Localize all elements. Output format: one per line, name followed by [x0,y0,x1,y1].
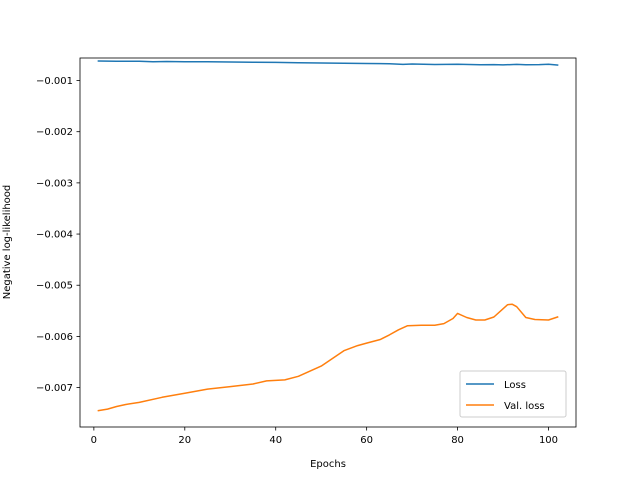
y-tick-label: −0.006 [36,332,73,343]
y-axis-title: Negative log-likelihood [2,185,13,300]
series-line-1 [97,303,559,412]
y-tick-label: −0.004 [36,230,73,241]
legend-label: Loss [504,380,526,391]
x-tick-label: 100 [539,435,558,446]
x-axis-ticks: 0 20 40 60 80 100 [91,427,558,446]
x-tick-label: 20 [178,435,191,446]
legend-label: Val. loss [504,401,545,412]
y-axis-ticks: −0.007 −0.006 −0.005 −0.004 −0.003 −0.002 −0.0… [36,76,80,394]
x-tick-label: 80 [451,435,464,446]
y-tick-label: −0.001 [36,76,73,87]
x-tick-label: 60 [360,435,373,446]
series-line-0 [97,60,559,66]
x-tick-label: 40 [269,435,282,446]
plot-background [80,58,576,427]
x-tick-label: 0 [91,435,97,446]
y-tick-label: −0.002 [36,127,73,138]
y-tick-label: −0.003 [36,178,73,189]
x-axis-title: Epochs [310,459,346,470]
y-tick-label: −0.005 [36,281,73,292]
plot-area [79,57,577,428]
y-tick-label: −0.007 [36,383,73,394]
axes-frame [79,57,577,428]
legend: Loss Val. loss [459,370,567,418]
